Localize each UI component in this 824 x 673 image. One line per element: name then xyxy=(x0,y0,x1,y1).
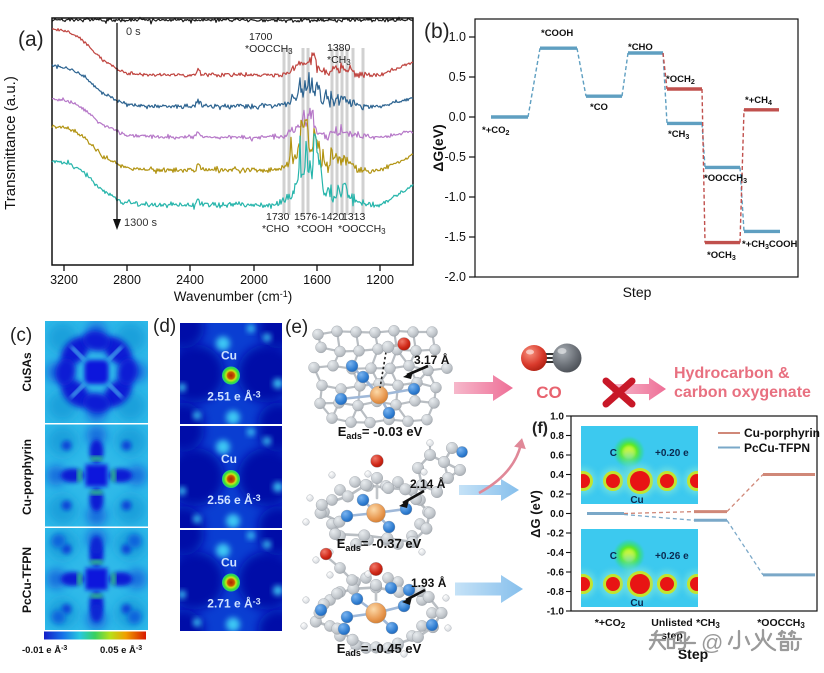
svg-text:(e): (e) xyxy=(285,317,308,338)
svg-text:0.8: 0.8 xyxy=(550,431,564,442)
svg-text:PcCu-TFPN: PcCu-TFPN xyxy=(20,547,34,613)
svg-text:CO: CO xyxy=(536,383,562,402)
svg-text:1200: 1200 xyxy=(366,273,394,287)
svg-text:Hydrocarbon &: Hydrocarbon & xyxy=(674,365,790,382)
svg-text:Cu: Cu xyxy=(221,452,237,466)
svg-text:Cu-porphyrin: Cu-porphyrin xyxy=(744,426,820,440)
svg-text:2400: 2400 xyxy=(176,273,204,287)
svg-text:ΔG(eV): ΔG(eV) xyxy=(430,124,446,171)
svg-text:2.71 e Å-3: 2.71 e Å-3 xyxy=(207,596,260,611)
svg-text:Wavenumber (cm-1): Wavenumber (cm-1) xyxy=(174,289,293,304)
svg-text:Step: Step xyxy=(623,284,652,300)
svg-text:-0.6: -0.6 xyxy=(547,568,565,579)
svg-text:+0.26 e: +0.26 e xyxy=(655,551,689,562)
svg-text:3.17 Å: 3.17 Å xyxy=(414,352,450,367)
svg-text:*+CO2: *+CO2 xyxy=(482,125,510,137)
svg-text:-2.0: -2.0 xyxy=(444,270,466,284)
svg-text:0.6: 0.6 xyxy=(550,451,564,462)
svg-text:1576-1420: 1576-1420 xyxy=(294,211,344,223)
svg-text:0.5: 0.5 xyxy=(449,70,466,84)
svg-text:(a): (a) xyxy=(18,28,44,51)
svg-text:(b): (b) xyxy=(424,20,450,43)
svg-text:1.93 Å: 1.93 Å xyxy=(411,575,447,590)
svg-text:Cu: Cu xyxy=(630,598,643,609)
svg-text:*OCH2: *OCH2 xyxy=(666,74,695,86)
svg-text:*CHO: *CHO xyxy=(628,42,653,53)
svg-text:0.0: 0.0 xyxy=(550,509,564,520)
svg-text:ΔG (eV): ΔG (eV) xyxy=(528,490,543,538)
svg-text:Cu: Cu xyxy=(630,495,643,506)
svg-text:0.2: 0.2 xyxy=(550,490,564,501)
svg-text:1313: 1313 xyxy=(342,211,366,223)
svg-text:2800: 2800 xyxy=(113,273,141,287)
svg-text:-1.0: -1.0 xyxy=(444,190,466,204)
svg-text:*OOCCH3: *OOCCH3 xyxy=(704,173,747,185)
svg-text:3200: 3200 xyxy=(50,273,78,287)
svg-text:2.56 e Å-3: 2.56 e Å-3 xyxy=(207,492,260,507)
svg-text:-0.01 e Å-3: -0.01 e Å-3 xyxy=(22,645,67,656)
svg-text:carbon oxygenate: carbon oxygenate xyxy=(674,384,811,401)
svg-text:*CO: *CO xyxy=(590,102,608,113)
svg-text:Eads= -0.37 eV: Eads= -0.37 eV xyxy=(337,536,422,553)
svg-text:0.05 e Å-3: 0.05 e Å-3 xyxy=(100,645,142,656)
svg-text:*CH3: *CH3 xyxy=(327,54,351,67)
svg-text:*+CH4: *+CH4 xyxy=(745,95,772,107)
svg-text:(d): (d) xyxy=(153,316,176,337)
svg-text:-0.5: -0.5 xyxy=(444,150,466,164)
svg-text:*CH3: *CH3 xyxy=(668,129,689,141)
svg-text:2.14 Å: 2.14 Å xyxy=(410,476,446,491)
svg-text:C: C xyxy=(610,448,617,459)
svg-text:Cu: Cu xyxy=(221,556,237,570)
svg-text:-0.2: -0.2 xyxy=(547,529,565,540)
svg-text:PcCu-TFPN: PcCu-TFPN xyxy=(744,441,810,455)
svg-text:2.51 e Å-3: 2.51 e Å-3 xyxy=(207,389,260,404)
svg-text:0.0: 0.0 xyxy=(449,110,466,124)
svg-text:*CHO: *CHO xyxy=(262,223,289,235)
svg-text:Cu-porphyrin: Cu-porphyrin xyxy=(20,439,34,515)
svg-text:1300 s: 1300 s xyxy=(124,217,158,229)
svg-text:*OOCCH3: *OOCCH3 xyxy=(245,43,293,56)
svg-text:(f): (f) xyxy=(532,420,548,437)
svg-text:*COOH: *COOH xyxy=(297,223,333,235)
svg-text:*OOCCH3: *OOCCH3 xyxy=(757,617,805,630)
svg-text:1700: 1700 xyxy=(249,31,273,43)
svg-text:Step: Step xyxy=(678,646,708,662)
svg-text:-1.0: -1.0 xyxy=(547,607,565,618)
svg-text:*OOCCH3: *OOCCH3 xyxy=(338,223,386,236)
svg-text:0 s: 0 s xyxy=(126,26,141,38)
svg-text:*+CH3COOH: *+CH3COOH xyxy=(742,239,798,251)
svg-text:*COOH: *COOH xyxy=(541,28,573,39)
svg-text:*OCH3: *OCH3 xyxy=(707,250,736,262)
svg-text:(c): (c) xyxy=(10,325,32,346)
svg-text:C: C xyxy=(610,551,617,562)
svg-text:*+CO2: *+CO2 xyxy=(595,617,626,630)
svg-text:Unlisted: Unlisted xyxy=(651,617,692,629)
svg-text:CuSAs: CuSAs xyxy=(20,352,34,392)
svg-text:1730: 1730 xyxy=(266,211,290,223)
svg-text:-0.8: -0.8 xyxy=(547,587,565,598)
svg-text:1380: 1380 xyxy=(327,42,351,54)
svg-text:0.4: 0.4 xyxy=(550,470,564,481)
svg-text:+0.20 e: +0.20 e xyxy=(655,448,689,459)
svg-text:Cu: Cu xyxy=(221,349,237,363)
svg-text:1600: 1600 xyxy=(303,273,331,287)
svg-text:*CH3: *CH3 xyxy=(696,617,720,630)
svg-text:-0.4: -0.4 xyxy=(547,548,565,559)
svg-text:-1.5: -1.5 xyxy=(444,230,466,244)
svg-text:2000: 2000 xyxy=(240,273,268,287)
svg-text:1.0: 1.0 xyxy=(550,412,564,423)
svg-text:@: @ xyxy=(701,630,723,655)
svg-text:1.0: 1.0 xyxy=(449,30,466,44)
svg-text:Transmittance (a.u.): Transmittance (a.u.) xyxy=(2,76,19,210)
